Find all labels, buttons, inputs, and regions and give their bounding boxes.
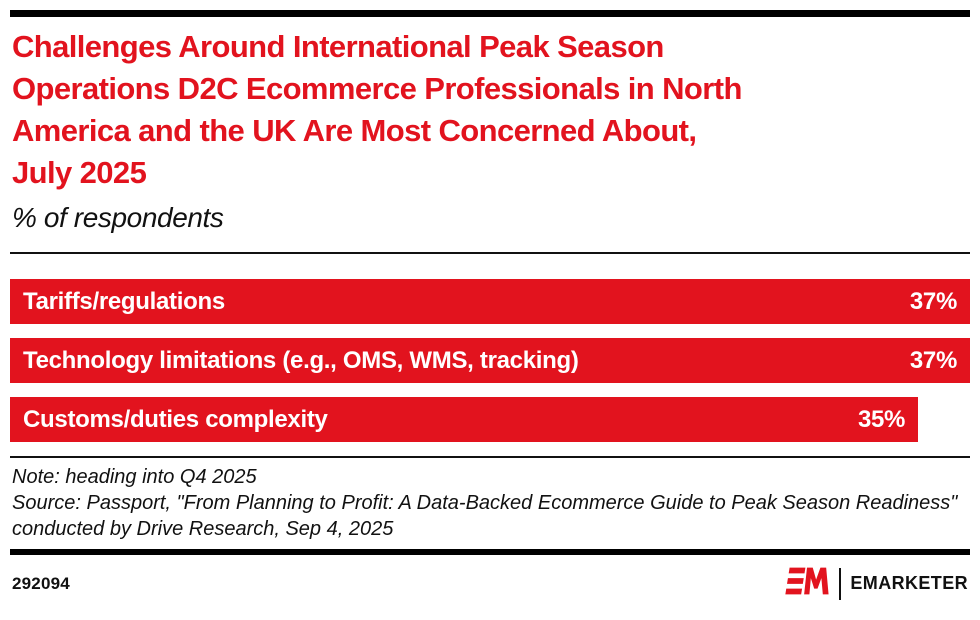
source-text: Source: Passport, "From Planning to Prof… — [12, 492, 958, 540]
header-divider-rule — [10, 252, 970, 254]
bar-value: 35% — [857, 405, 906, 433]
bar-label: Customs/duties complexity — [23, 405, 328, 433]
bar-label: Technology limitations (e.g., OMS, WMS, … — [23, 346, 579, 374]
notes-divider-rule — [10, 456, 970, 458]
chart-page: Challenges Around International Peak Sea… — [10, 10, 970, 601]
bar-value: 37% — [909, 287, 957, 315]
bar-tariffs-regulations: Tariffs/regulations 37% — [10, 279, 970, 324]
chart-title-line: July 2025 — [12, 155, 147, 190]
bar-label: Tariffs/regulations — [23, 287, 225, 315]
note-text: Note: heading into Q4 2025 — [12, 466, 257, 488]
notes-block: Note: heading into Q4 2025 Source: Passp… — [10, 458, 970, 542]
chart-subtitle: % of respondents — [12, 202, 224, 233]
brand-wordmark: EMARKETER — [850, 573, 968, 593]
chart-title-line: America and the UK Are Most Concerned Ab… — [12, 113, 697, 148]
chart-title-line: Operations D2C Ecommerce Professionals i… — [12, 71, 742, 106]
chart-title-line: Challenges Around International Peak Sea… — [12, 29, 664, 64]
bar-chart: Tariffs/regulations 37% Technology limit… — [10, 279, 970, 442]
logo-separator — [839, 567, 842, 600]
bar-technology-limitations: Technology limitations (e.g., OMS, WMS, … — [10, 338, 970, 383]
footer: 292094 EMARKETER — [10, 566, 970, 601]
bar-customs-duties: Customs/duties complexity 35% — [10, 397, 919, 442]
chart-header: Challenges Around International Peak Sea… — [10, 17, 970, 236]
footer-rule — [10, 549, 970, 555]
emarketer-logo: EMARKETER — [784, 566, 968, 601]
top-rule — [10, 10, 970, 17]
bar-value: 37% — [909, 346, 957, 374]
em-monogram-icon — [784, 566, 830, 601]
chart-id: 292094 — [12, 573, 70, 593]
